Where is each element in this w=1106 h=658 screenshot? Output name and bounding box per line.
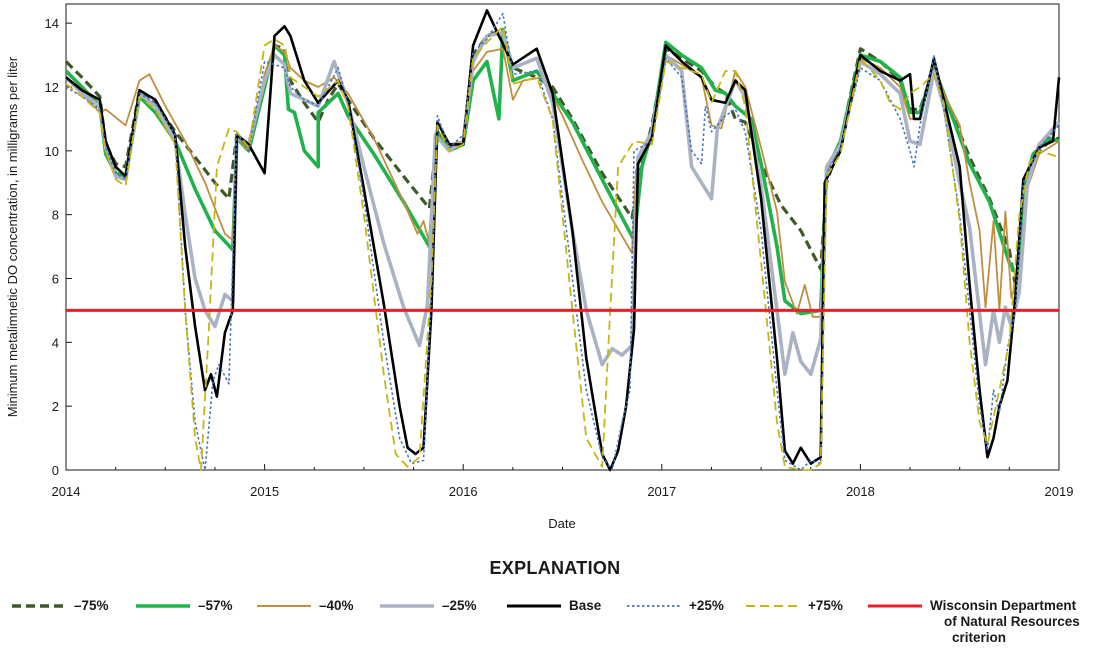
series-line bbox=[65, 25, 1060, 471]
axis-ticks: 0 2 4 6 8 10 12 14 2014 2015 2016 2017 2018 2019 bbox=[45, 16, 1074, 499]
legend-label: Wisconsin Department of Natural Resources… bbox=[930, 598, 1100, 646]
y-tick-label: 2 bbox=[52, 399, 59, 414]
legend-label: +25% bbox=[689, 598, 724, 613]
legend-item: –75% bbox=[10, 598, 109, 618]
legend-item: Wisconsin Department of Natural Resources… bbox=[866, 598, 1100, 645]
y-axis-title: Minimum metalimnetic DO concentration, i… bbox=[5, 56, 20, 417]
series-line bbox=[64, 30, 1061, 377]
legend-swatch bbox=[746, 605, 800, 607]
legend-swatch bbox=[627, 605, 681, 607]
y-tick-label: 12 bbox=[45, 80, 59, 95]
x-tick-label: 2019 bbox=[1045, 484, 1074, 499]
x-tick-label: 2014 bbox=[52, 484, 81, 499]
legend-label: +75% bbox=[808, 598, 843, 613]
legend-item: Base bbox=[505, 598, 601, 618]
y-tick-label: 6 bbox=[52, 271, 59, 286]
legend-label: –57% bbox=[198, 598, 233, 613]
legend-label: –25% bbox=[442, 598, 477, 613]
legend-swatch bbox=[868, 604, 922, 608]
y-tick-label: 14 bbox=[45, 16, 59, 31]
series-line bbox=[65, 9, 1061, 472]
legend-item: –25% bbox=[378, 598, 477, 618]
series-line bbox=[65, 12, 1060, 471]
legend-label: –40% bbox=[319, 598, 354, 613]
legend-item: –57% bbox=[134, 598, 233, 618]
legend-swatch bbox=[380, 604, 434, 608]
x-tick-label: 2016 bbox=[449, 484, 478, 499]
x-tick-label: 2018 bbox=[846, 484, 875, 499]
x-tick-label: 2015 bbox=[250, 484, 279, 499]
x-axis-title: Date bbox=[548, 516, 575, 531]
legend-label-line: of Natural Resources bbox=[944, 614, 1080, 629]
plot-area: 0 2 4 6 8 10 12 14 2014 2015 2016 2017 2018 2019 bbox=[45, 3, 1074, 499]
legend-swatch bbox=[12, 604, 66, 608]
y-tick-label: 0 bbox=[52, 463, 59, 478]
y-tick-label: 8 bbox=[52, 208, 59, 223]
legend: EXPLANATION –75% –57% –40% –25% Base +25% +75%… bbox=[10, 558, 1100, 654]
legend-swatch bbox=[257, 605, 311, 607]
legend-swatch bbox=[136, 604, 190, 608]
legend-swatch bbox=[507, 604, 561, 608]
legend-label-line: Wisconsin Department bbox=[930, 598, 1077, 613]
chart: 0 2 4 6 8 10 12 14 2014 2015 2016 2017 2018 2019 Date… bbox=[5, 3, 1074, 531]
x-tick-label: 2017 bbox=[647, 484, 676, 499]
legend-label: –75% bbox=[74, 598, 109, 613]
legend-item: +25% bbox=[625, 598, 724, 618]
legend-item: –40% bbox=[255, 598, 354, 618]
legend-label-line: criterion bbox=[952, 630, 1007, 645]
series-group bbox=[64, 9, 1061, 472]
y-tick-label: 4 bbox=[52, 335, 59, 350]
legend-item: +75% bbox=[744, 598, 843, 618]
y-tick-label: 10 bbox=[45, 144, 59, 159]
legend-label: Base bbox=[569, 598, 602, 613]
legend-title: EXPLANATION bbox=[489, 558, 621, 578]
